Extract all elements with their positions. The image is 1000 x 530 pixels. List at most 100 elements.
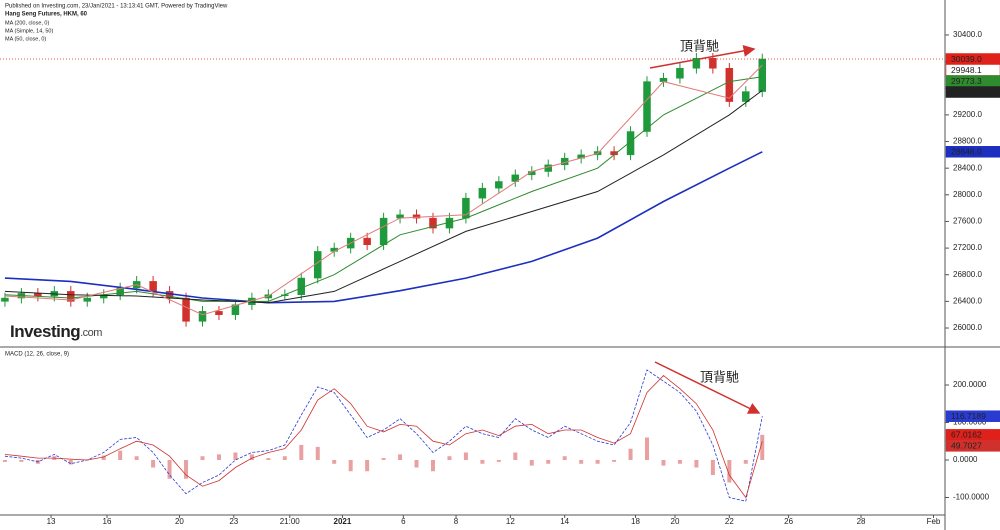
histogram-bar	[315, 446, 320, 460]
histogram-bar	[661, 459, 666, 466]
histogram-bar	[282, 456, 287, 460]
price-tag-label: 116.7189	[951, 411, 986, 421]
histogram-bar	[200, 456, 205, 460]
candle-body	[83, 297, 92, 302]
candle-body	[725, 68, 734, 102]
y-tick-label: 27200.0	[953, 243, 982, 252]
histogram-bar	[381, 458, 386, 460]
divergence-label: 頂背馳	[700, 369, 739, 384]
candle-body	[67, 291, 75, 302]
y-tick-label: 27600.0	[953, 217, 982, 226]
macd-line	[4, 369, 763, 502]
y-tick-label: 30400.0	[953, 30, 982, 39]
logo: Investing.com	[10, 322, 102, 341]
histogram-bar	[118, 450, 123, 460]
histogram-bar	[546, 459, 551, 464]
histogram-bar	[447, 456, 452, 460]
candle-body	[478, 187, 487, 199]
x-tick-label: 14	[560, 517, 569, 526]
histogram-bar	[348, 459, 353, 472]
x-tick-label: 28	[857, 517, 866, 526]
candle-body	[149, 281, 157, 292]
y-tick-label: 26000.0	[953, 323, 982, 332]
publisher-note: Published on Investing.com, 23/Jan/2021 …	[5, 4, 228, 10]
x-tick-label: 20	[175, 517, 184, 526]
histogram-bar	[677, 459, 682, 464]
histogram-bar	[727, 459, 732, 483]
y-tick-label: 26400.0	[953, 296, 982, 305]
candle-body	[198, 311, 207, 322]
candle-body	[182, 297, 190, 322]
moving-average-line	[4, 151, 763, 304]
candle-body	[643, 81, 651, 132]
price-tag-label: 29948.1	[951, 65, 982, 75]
candle-body	[511, 174, 520, 182]
price-tag-label: 67.0162	[951, 430, 982, 440]
price-tag-label: 30039.0	[951, 54, 982, 64]
y-tick-label: 26800.0	[953, 270, 982, 279]
price-tag-label: 28646.0	[951, 147, 982, 157]
x-tick-label: 20	[671, 517, 680, 526]
histogram-bar	[562, 456, 567, 460]
y-tick-label: 100.0000	[953, 418, 987, 427]
candle-body	[412, 214, 421, 219]
histogram-bar	[249, 454, 254, 460]
candle-body	[676, 68, 684, 79]
histogram-bar	[398, 454, 403, 460]
price-tag	[945, 440, 1000, 452]
candle-body	[429, 217, 437, 229]
y-tick-label: 29200.0	[953, 110, 982, 119]
x-tick-label: Feb	[927, 517, 941, 526]
histogram-bar	[332, 459, 337, 464]
x-tick-label: 18	[631, 517, 640, 526]
x-tick-label: 6	[401, 517, 406, 526]
candle-body	[692, 58, 701, 69]
y-tick-label: 28800.0	[953, 137, 982, 146]
candle-body	[709, 58, 717, 69]
candle-body	[363, 237, 371, 246]
price-tag	[945, 146, 1000, 158]
price-tag-label: 29773.3	[951, 76, 982, 86]
candle-body	[215, 311, 223, 315]
x-tick-label: 8	[454, 517, 459, 526]
candle-body	[495, 181, 503, 189]
histogram-bar	[694, 459, 699, 468]
moving-average-line	[4, 89, 763, 304]
histogram-bar	[19, 459, 24, 462]
y-tick-label: 28400.0	[953, 163, 982, 172]
y-tick-label: 28000.0	[953, 190, 982, 199]
histogram-bar	[496, 459, 501, 462]
histogram-bar	[612, 459, 617, 462]
histogram-bar	[216, 454, 221, 460]
x-tick-label: 22	[725, 517, 734, 526]
histogram-bar	[595, 459, 600, 464]
divergence-arrow	[649, 44, 756, 69]
logo-suffix: .com	[80, 327, 102, 339]
legend-entry: MA (50, close, 0)	[5, 36, 46, 42]
histogram-bar	[760, 434, 765, 460]
histogram-bar	[184, 459, 189, 479]
x-tick-label: 2021	[334, 517, 352, 526]
histogram-bar	[743, 459, 748, 464]
x-tick-label: 13	[47, 517, 56, 526]
candle-body	[758, 58, 767, 92]
histogram-bar	[414, 459, 419, 468]
legend-entry: MA (200, close, 0)	[5, 20, 49, 26]
divergence-arrow	[654, 361, 761, 414]
x-tick-label: 16	[103, 517, 112, 526]
price-tag-label: 49.7027	[951, 441, 982, 451]
x-tick-label: 26	[784, 517, 793, 526]
histogram-bar	[266, 458, 271, 460]
price-tag-label: 29568.1	[951, 87, 982, 97]
x-tick-label: 12	[506, 517, 515, 526]
candle-body	[297, 277, 306, 295]
histogram-bar	[710, 459, 715, 475]
histogram-bar	[463, 452, 468, 460]
histogram-bar	[645, 437, 650, 460]
histogram-bar	[233, 452, 238, 460]
moving-average-line	[4, 76, 763, 302]
instrument-title: Hang Seng Futures, HKM, 60	[5, 12, 88, 18]
candle-body	[231, 304, 240, 315]
y-tick-label: -100.0000	[953, 493, 990, 502]
